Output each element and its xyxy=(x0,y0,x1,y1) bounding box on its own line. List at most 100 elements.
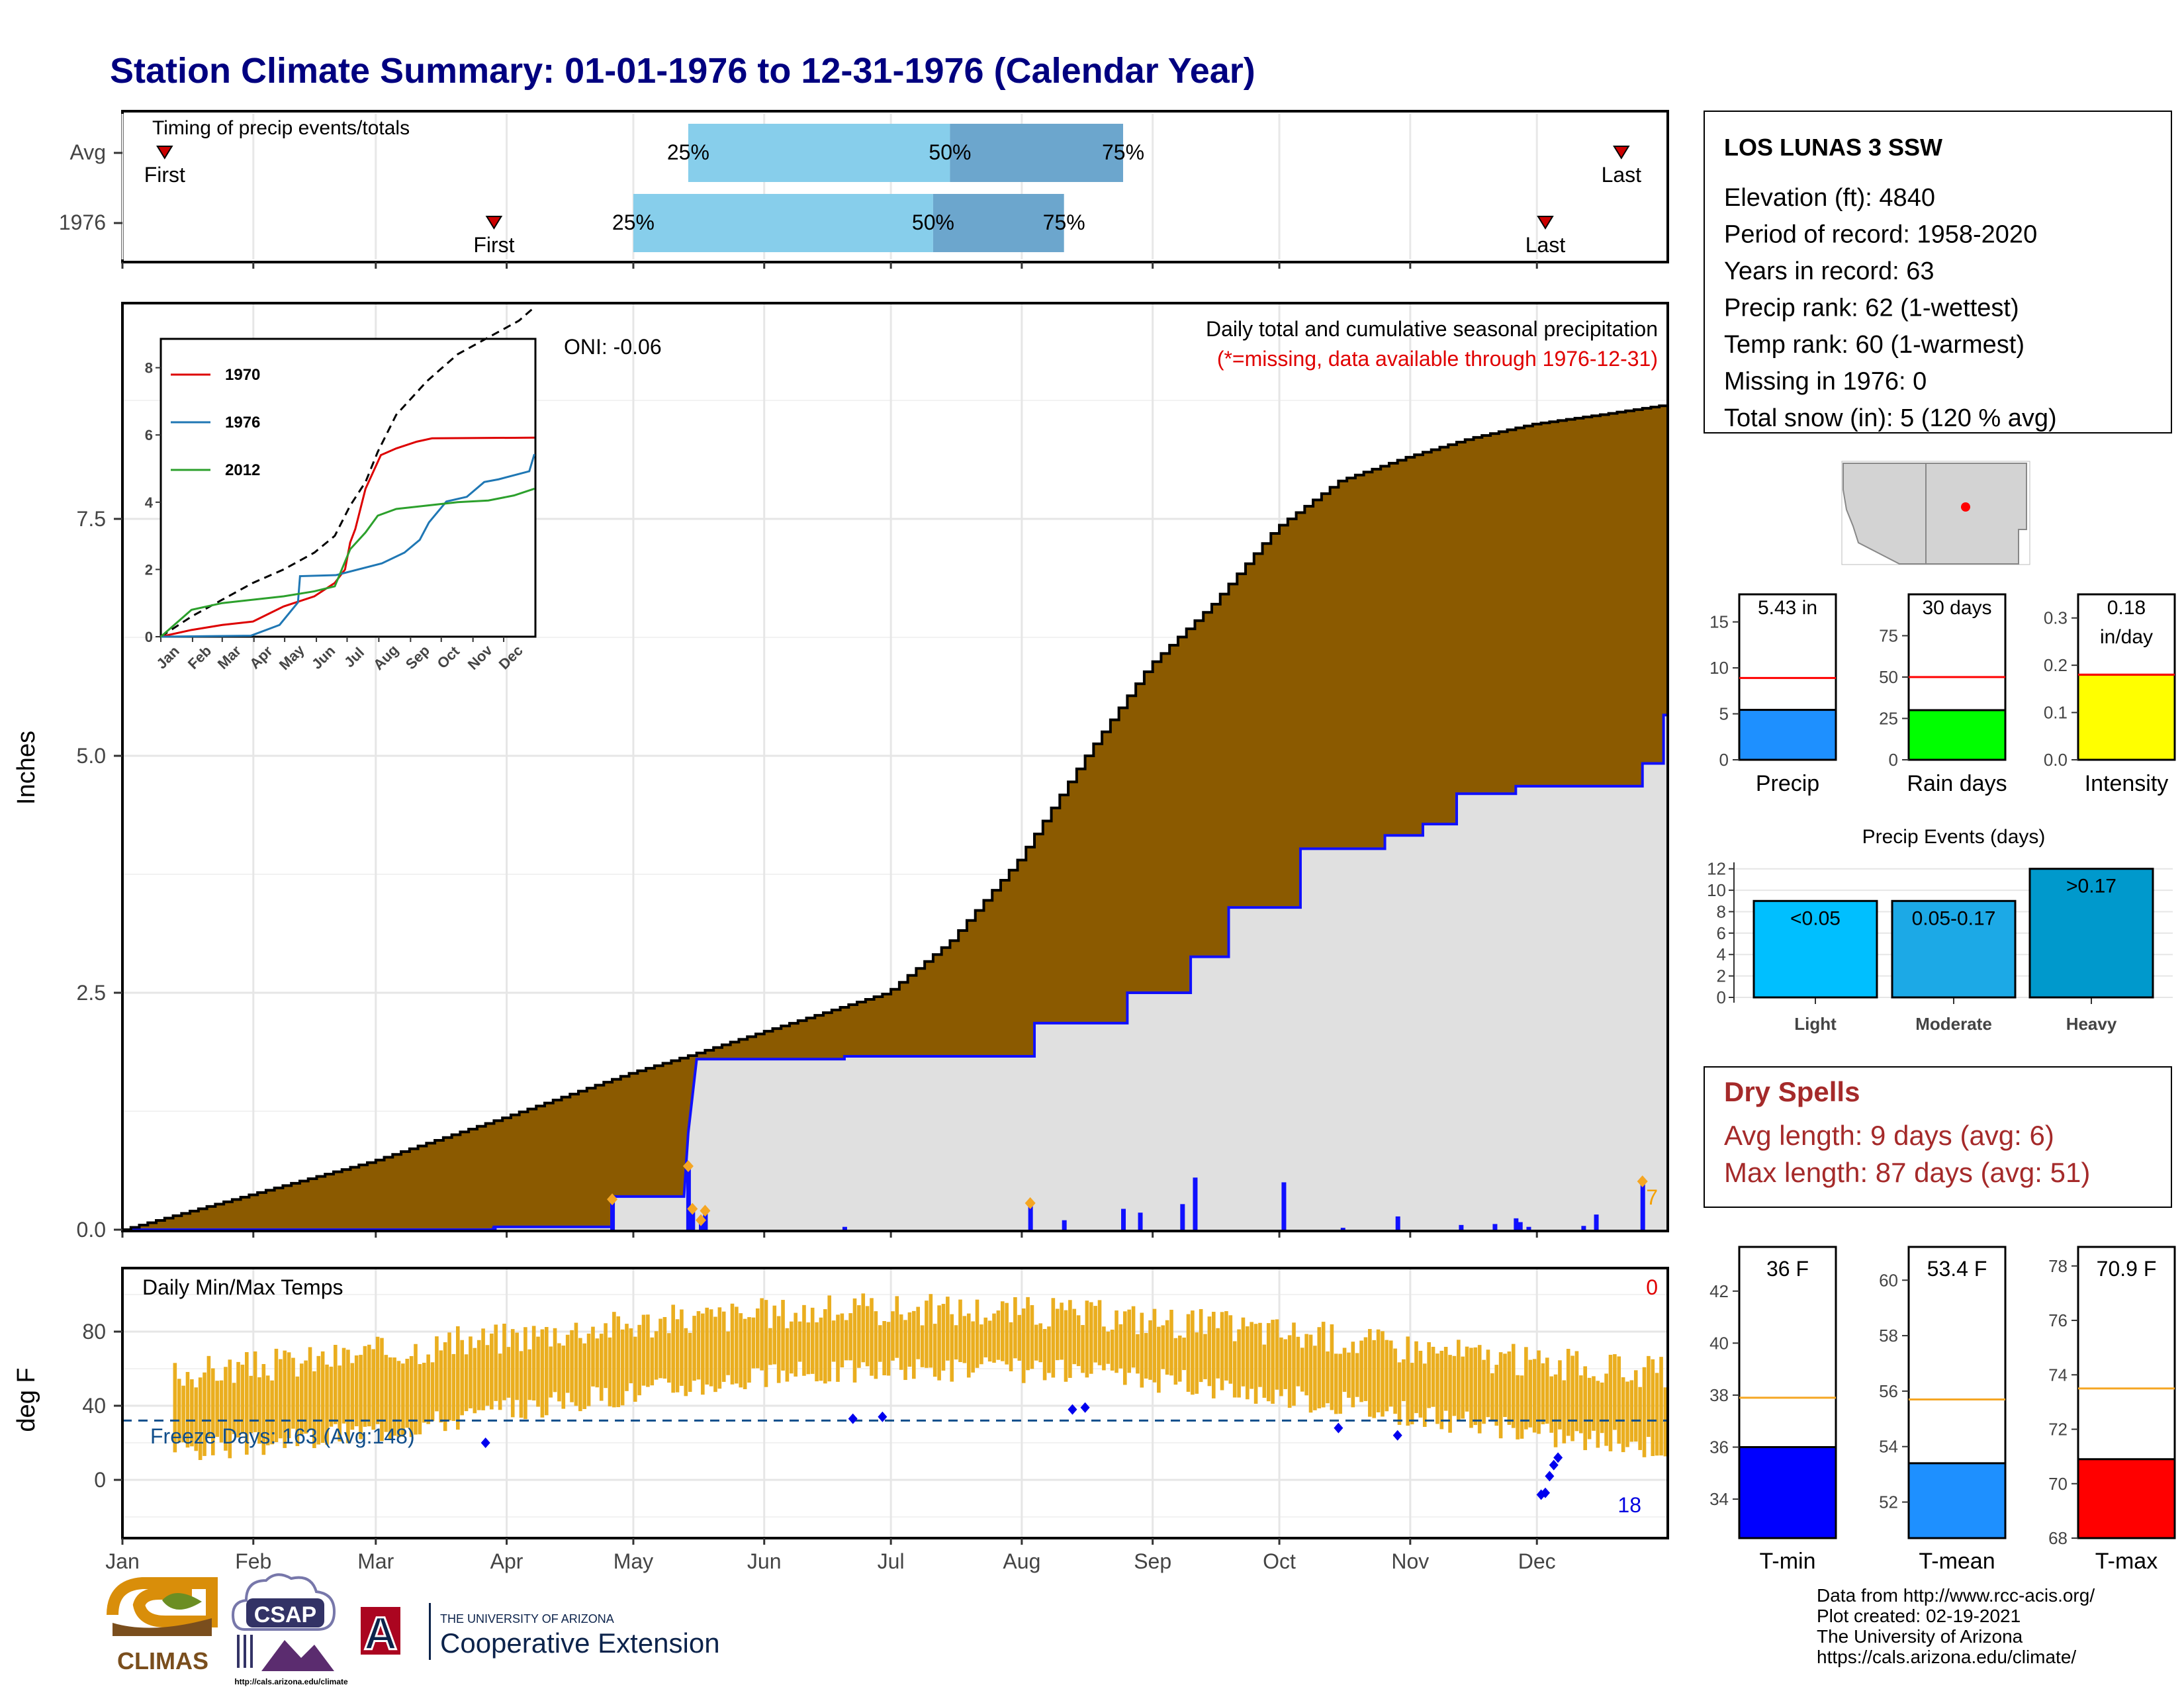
temp-bar-ytick-label: 38 xyxy=(1709,1385,1729,1405)
daily-temp-bar xyxy=(1034,1324,1038,1361)
daily-temp-bar xyxy=(1191,1310,1195,1395)
daily-temp-bar xyxy=(405,1359,410,1428)
daily-temp-bar xyxy=(971,1321,975,1373)
missing-max-count: 0 xyxy=(1646,1275,1658,1299)
timing-q25-label: 25% xyxy=(667,140,709,164)
temp-bar-ytick-label: 36 xyxy=(1709,1438,1729,1457)
daily-temp-bar xyxy=(954,1325,958,1360)
daily-temp-bar xyxy=(316,1355,321,1445)
timing-first-marker-icon xyxy=(485,216,503,230)
events-category-label: Heavy xyxy=(2066,1014,2117,1034)
temp-ytick-label: 80 xyxy=(82,1320,106,1344)
climas-base-icon xyxy=(113,1618,212,1636)
timing-last-marker-icon xyxy=(1537,216,1554,230)
daily-temp-bar xyxy=(1655,1373,1659,1456)
daily-temp-bar xyxy=(299,1363,304,1435)
daily-temp-bar xyxy=(827,1295,832,1382)
daily-temp-bar xyxy=(245,1351,249,1455)
inset-series-2012 xyxy=(160,488,535,638)
daily-temp-bar xyxy=(430,1362,435,1422)
daily-temp-bar xyxy=(1579,1375,1583,1434)
daily-temp-bar xyxy=(1541,1363,1545,1425)
daily-temp-bar xyxy=(1388,1340,1393,1407)
daily-temp-bar xyxy=(899,1314,903,1370)
daily-temp-bar xyxy=(1613,1354,1617,1430)
timing-q75-label: 75% xyxy=(1043,210,1085,234)
daily-temp-bar xyxy=(485,1345,490,1406)
daily-temp-bar xyxy=(388,1357,392,1440)
station-detail-line: Total snow (in): 5 (120 % avg) xyxy=(1724,404,2057,432)
record-low-marker-icon xyxy=(1545,1471,1555,1482)
csap-logo: CSAP http://cals.arizona.edu/climate xyxy=(231,1573,348,1686)
daily-temp-bar xyxy=(1055,1308,1060,1361)
daily-temp-bar xyxy=(768,1328,772,1365)
daily-temp-bar xyxy=(666,1333,671,1383)
daily-temp-bar xyxy=(1051,1298,1056,1378)
heavy-event-marker-icon xyxy=(1637,1175,1648,1187)
daily-temp-bar xyxy=(891,1311,895,1361)
daily-temp-bar xyxy=(1177,1335,1182,1382)
record-low-marker-icon xyxy=(878,1411,887,1422)
events-ytick-label: 2 xyxy=(1717,966,1726,986)
daily-temp-bar xyxy=(477,1340,481,1410)
daily-temp-bar xyxy=(261,1363,266,1455)
daily-temp-bar xyxy=(848,1313,852,1361)
daily-temp-bar xyxy=(291,1357,295,1429)
daily-temp-bar xyxy=(1385,1340,1389,1412)
temp-y-axis: 0 40 80 xyxy=(82,1320,122,1492)
daily-temp-bar xyxy=(1418,1350,1423,1418)
daily-temp-bar xyxy=(498,1353,502,1410)
daily-temp-bar xyxy=(1211,1312,1216,1398)
daily-temp-bar xyxy=(992,1313,996,1363)
timing-title: Timing of precip events/totals xyxy=(152,117,410,139)
daily-temp-bar xyxy=(861,1293,866,1363)
timing-first-label: First xyxy=(473,233,514,257)
daily-temp-bar xyxy=(1216,1328,1220,1379)
daily-temp-bar xyxy=(203,1372,206,1456)
daily-temp-bar xyxy=(903,1320,907,1381)
daily-temp-bar xyxy=(283,1350,287,1448)
csap-badge xyxy=(246,1598,324,1627)
daily-temp-bar xyxy=(1127,1309,1131,1373)
daily-temp-bar xyxy=(1520,1375,1524,1439)
ua-divider xyxy=(429,1603,431,1660)
daily-temp-bar xyxy=(1262,1344,1267,1398)
temp-frame xyxy=(121,1267,1669,1539)
daily-temp-bar xyxy=(185,1371,190,1448)
climas-leaf-icon xyxy=(162,1592,202,1610)
daily-temp-bar xyxy=(460,1340,464,1416)
inset-ytick-label: 4 xyxy=(145,494,154,511)
csap-rain-icon xyxy=(237,1635,253,1668)
daily-temp-bar xyxy=(523,1327,527,1420)
daily-temp-bar xyxy=(797,1321,802,1362)
daily-temp-bar xyxy=(713,1316,717,1393)
month-label: Apr xyxy=(490,1549,523,1573)
daily-temp-bar xyxy=(190,1379,194,1447)
record-low-marker-icon xyxy=(1553,1452,1563,1463)
events-category-label: Light xyxy=(1794,1014,1837,1034)
daily-temp-bar xyxy=(1545,1357,1549,1424)
daily-temp-bar xyxy=(1131,1306,1136,1368)
timing-first-label: First xyxy=(144,163,185,187)
daily-temp-bar xyxy=(582,1343,586,1410)
events-bar-label: >0.17 xyxy=(2066,876,2116,897)
daily-temp-bar xyxy=(181,1385,185,1443)
month-label: Aug xyxy=(1003,1549,1040,1573)
temp-ytick-label: 40 xyxy=(82,1394,106,1418)
month-label: Jul xyxy=(878,1549,905,1573)
daily-temp-bar xyxy=(375,1336,380,1424)
daily-temp-bar xyxy=(1410,1363,1414,1425)
summary-bar-value-unit: in/day xyxy=(2100,626,2153,648)
daily-temp-bar xyxy=(1220,1312,1224,1391)
daily-temp-bar xyxy=(1237,1329,1241,1398)
inset-frame xyxy=(159,338,537,638)
daily-temp-bar xyxy=(1313,1346,1317,1410)
precip-ytick-label: 7.5 xyxy=(77,507,106,531)
daily-temp-bar xyxy=(1308,1334,1313,1413)
daily-temp-bar xyxy=(620,1329,625,1406)
daily-temp-bar xyxy=(844,1320,848,1361)
daily-temp-bar xyxy=(1253,1324,1258,1404)
daily-temp-bar xyxy=(882,1320,886,1375)
inset-ytick-label: 0 xyxy=(145,629,153,645)
